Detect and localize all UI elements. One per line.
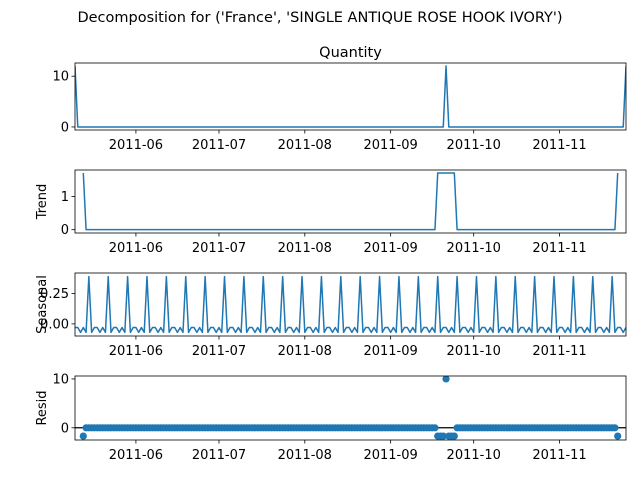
quantity-axes-frame xyxy=(74,62,627,131)
quantity-series-line xyxy=(75,65,626,128)
resid-xtick-label: 2011-11 xyxy=(532,448,586,463)
trend-plot-area xyxy=(82,172,619,231)
trend-series-line xyxy=(82,172,619,231)
seasonal-xtick-label: 2011-06 xyxy=(109,344,163,359)
resid-point xyxy=(442,376,450,383)
resid-point xyxy=(431,424,439,432)
quantity-plot-area xyxy=(75,65,626,128)
resid-plot-area xyxy=(75,376,626,440)
resid-ylabel: Resid xyxy=(35,390,50,425)
seasonal-ytick-label: 0.25 xyxy=(40,287,69,302)
resid-axes-frame xyxy=(74,375,627,441)
seasonal-xtick-label: 2011-10 xyxy=(447,344,501,359)
trend-xtick-label: 2011-08 xyxy=(278,241,332,256)
resid-ytick-label: 10 xyxy=(52,372,69,387)
trend-xtick-label: 2011-07 xyxy=(192,241,246,256)
resid-point xyxy=(439,432,447,440)
seasonal-xtick-label: 2011-11 xyxy=(532,344,586,359)
seasonal-ytick-label: 0.00 xyxy=(40,317,69,332)
resid-xtick-label: 2011-07 xyxy=(192,448,246,463)
resid-point xyxy=(611,424,619,432)
resid-point xyxy=(614,432,622,440)
resid-xtick-label: 2011-09 xyxy=(363,448,417,463)
resid-xtick-label: 2011-10 xyxy=(447,448,501,463)
seasonal-plot-area xyxy=(75,275,626,334)
quantity-ytick-label: 10 xyxy=(52,70,69,85)
resid-point xyxy=(79,432,87,440)
resid-ytick-label: 0 xyxy=(61,421,69,436)
seasonal-xtick-label: 2011-07 xyxy=(192,344,246,359)
seasonal-xtick-label: 2011-09 xyxy=(363,344,417,359)
resid-panel: 0 10 2011-06 2011-07 2011-08 2011-09 2011-10 20… xyxy=(35,372,627,463)
resid-xtick-label: 2011-06 xyxy=(109,448,163,463)
seasonal-series-line xyxy=(75,275,626,334)
resid-xtick-label: 2011-08 xyxy=(278,448,332,463)
quantity-ytick-label: 0 xyxy=(61,120,69,135)
seasonal-ylabel: Seasonal xyxy=(35,275,50,334)
seasonal-axes-frame xyxy=(74,272,627,337)
seasonal-xtick-label: 2011-08 xyxy=(278,344,332,359)
trend-panel: 0 1 2011-06 2011-07 2011-08 2011-09 2011-10 201… xyxy=(35,169,627,256)
quantity-xtick-label: 2011-07 xyxy=(192,138,246,153)
figure-title: Decomposition for ('France', 'SINGLE ANT… xyxy=(77,10,562,26)
quantity-xtick-label: 2011-08 xyxy=(278,138,332,153)
resid-point xyxy=(450,432,458,440)
quantity-title: Quantity xyxy=(319,45,382,61)
trend-xtick-label: 2011-11 xyxy=(532,241,586,256)
trend-ylabel: Trend xyxy=(35,184,50,221)
quantity-xtick-label: 2011-11 xyxy=(532,138,586,153)
quantity-xtick-label: 2011-06 xyxy=(109,138,163,153)
trend-xtick-label: 2011-09 xyxy=(363,241,417,256)
quantity-xtick-label: 2011-10 xyxy=(447,138,501,153)
quantity-panel: 0 10 2011-06 2011-07 2011-08 2011-09 2011-10 20… xyxy=(52,45,627,153)
trend-ytick-label: 0 xyxy=(61,223,69,238)
trend-xtick-label: 2011-10 xyxy=(447,241,501,256)
trend-xtick-label: 2011-06 xyxy=(109,241,163,256)
seasonal-panel: 0.00 0.25 2011-06 2011-07 2011-08 2011-09 2011… xyxy=(35,272,627,359)
trend-axes-frame xyxy=(74,169,627,234)
trend-ytick-label: 1 xyxy=(61,190,69,205)
quantity-xtick-label: 2011-09 xyxy=(363,138,417,153)
